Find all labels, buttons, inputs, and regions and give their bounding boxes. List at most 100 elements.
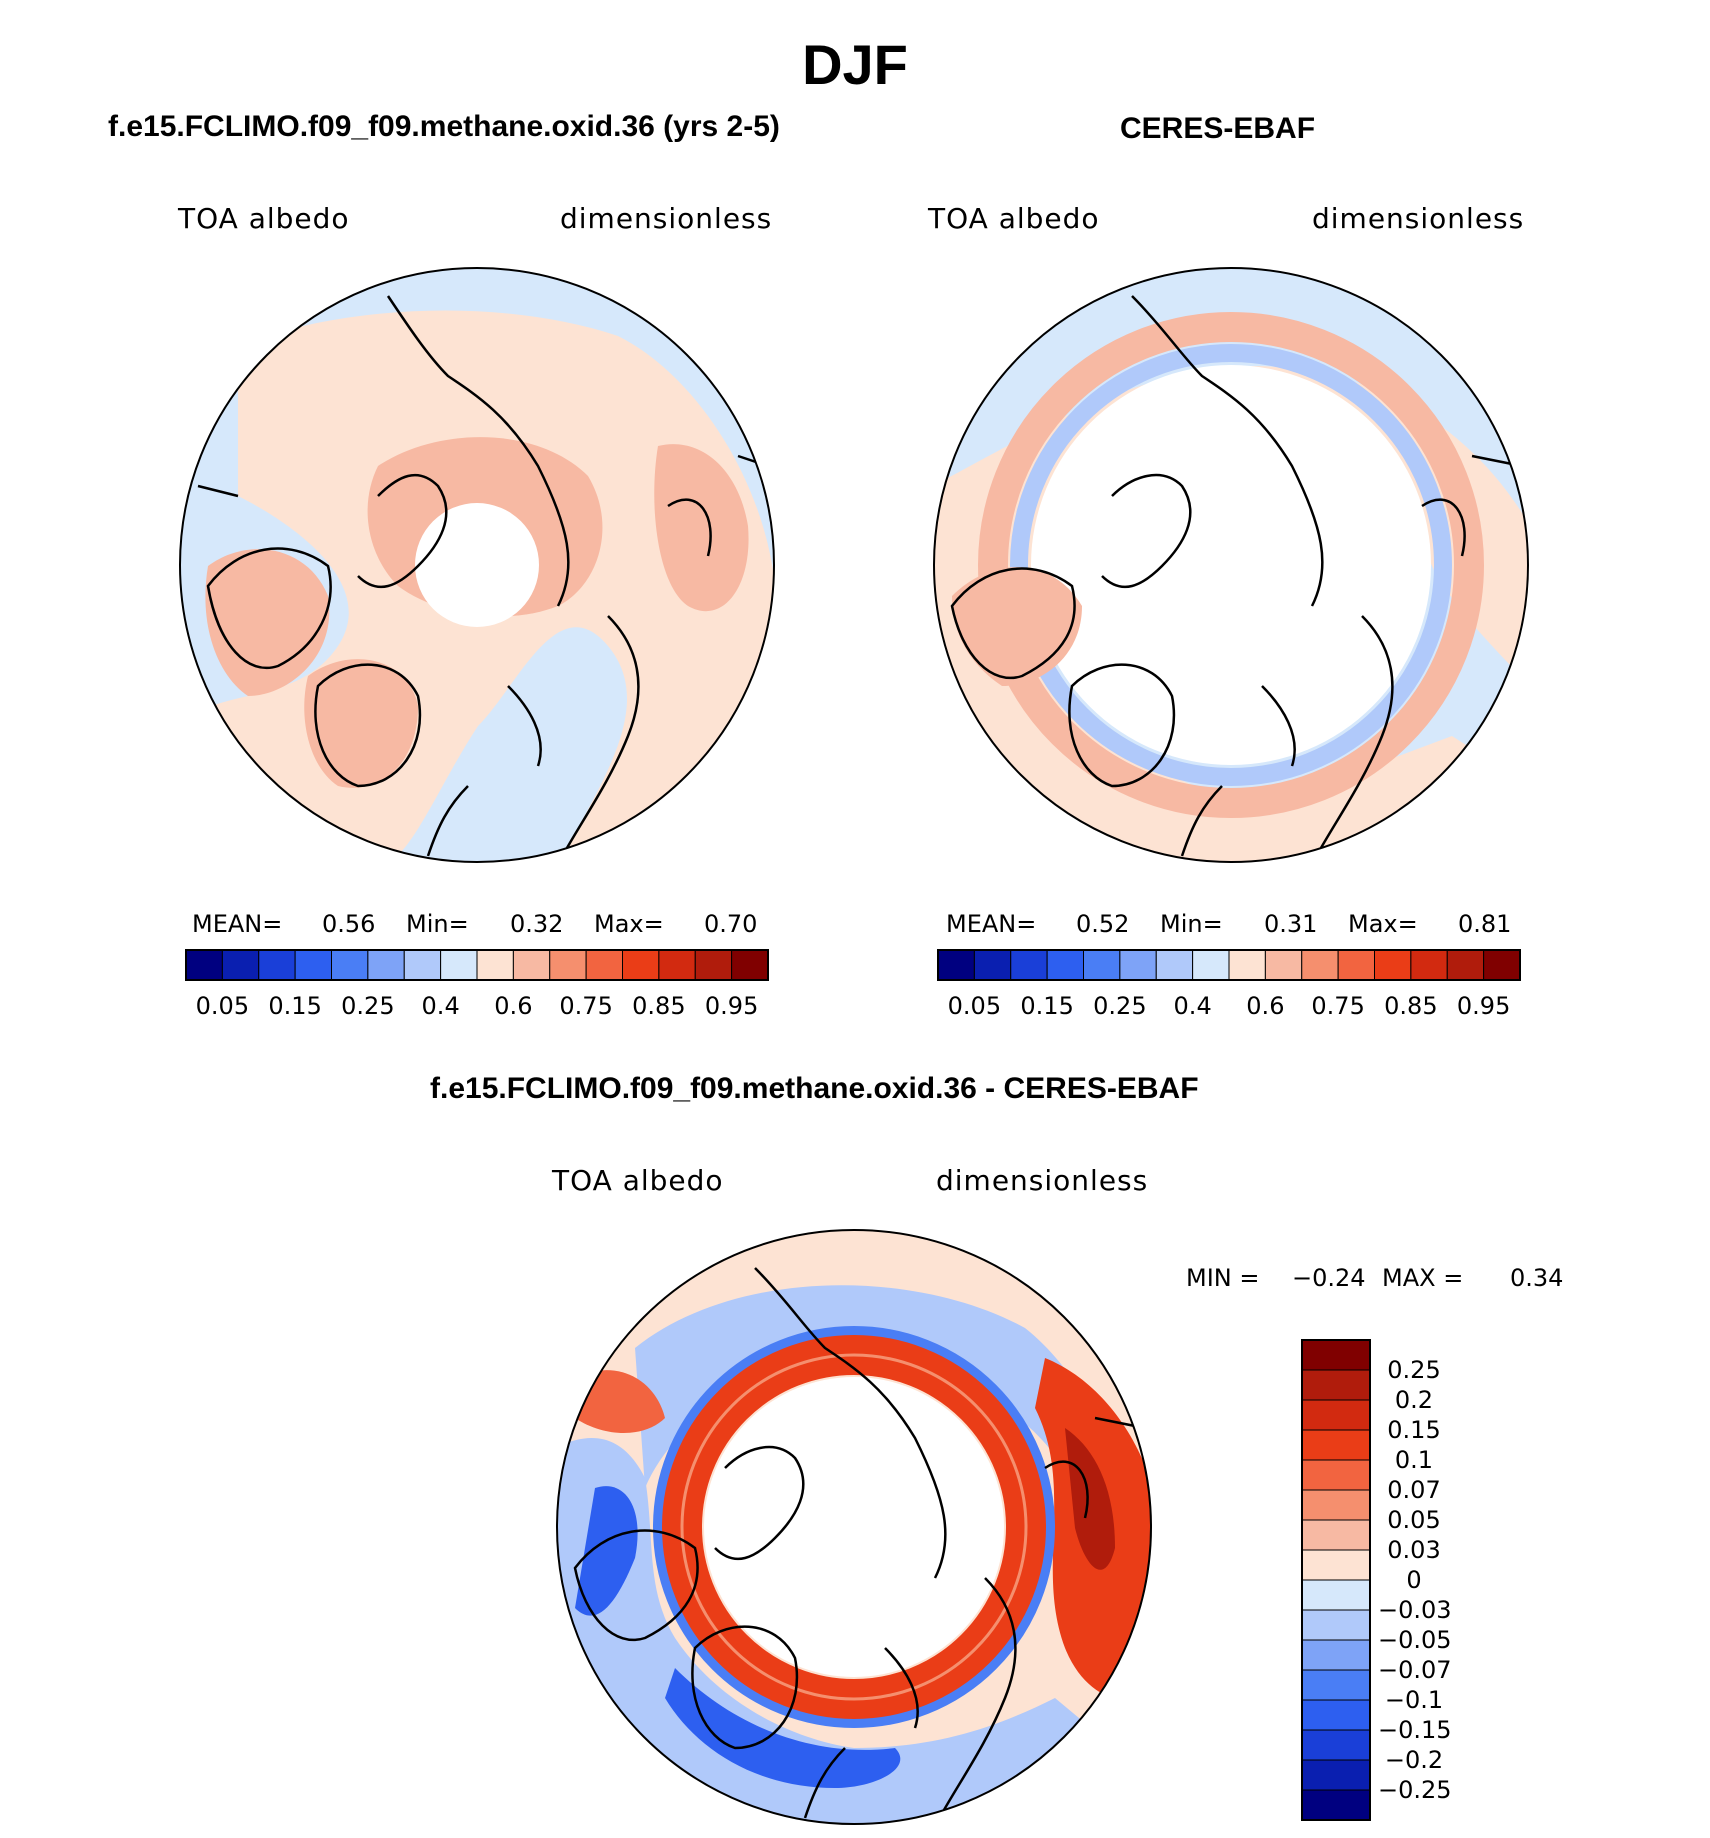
panel-diff-colorbar-swatch: [1301, 1429, 1371, 1461]
panel-diff-max-label: MAX =: [1382, 1264, 1464, 1292]
panel-diff-colorbar-tick-label: −0.03: [1378, 1596, 1452, 1624]
panel-diff-title: f.e15.FCLIMO.f09_f09.methane.oxid.36 - C…: [430, 1072, 1199, 1105]
panel-model-colorbar-swatch: [549, 949, 587, 981]
panel-obs-colorbar-tick-label: 0.05: [947, 992, 1002, 1020]
panel-diff-colorbar-tick-label: 0.25: [1387, 1356, 1441, 1384]
panel-obs-colorbar-swatch: [1046, 949, 1084, 981]
panel-diff-variable: TOA albedo: [552, 1164, 724, 1197]
panel-diff-colorbar-swatch: [1301, 1789, 1371, 1821]
panel-model-colorbar-swatch: [585, 949, 623, 981]
panel-diff-colorbar-ticks: 0.25 0.2 0.15 0.1 0.07 0.05 0.03 0 −0.03 −0.05 −0.…: [1378, 1340, 1498, 1820]
panel-diff-colorbar-tick-label: −0.07: [1378, 1656, 1452, 1684]
panel-obs-title: CERES-EBAF: [1120, 112, 1316, 145]
panel-model-colorbar-swatch: [476, 949, 514, 981]
panel-diff-min-label: MIN =: [1186, 1264, 1260, 1292]
panel-diff-units: dimensionless: [936, 1164, 1149, 1197]
panel-diff-min-value: −0.24: [1292, 1264, 1366, 1292]
panel-model-title: f.e15.FCLIMO.f09_f09.methane.oxid.36 (yr…: [108, 110, 780, 143]
panel-diff-max-value: 0.34: [1510, 1264, 1564, 1292]
panel-obs-colorbar: [937, 949, 1521, 981]
panel-obs-colorbar-swatch: [1483, 949, 1521, 981]
panel-diff-colorbar: [1301, 1339, 1371, 1821]
panel-obs-colorbar-swatch: [1119, 949, 1157, 981]
panel-diff-colorbar-tick-label: −0.25: [1378, 1776, 1452, 1804]
panel-diff-colorbar-swatch: [1301, 1369, 1371, 1401]
panel-obs-map: [933, 267, 1529, 863]
panel-diff-colorbar-swatch: [1301, 1579, 1371, 1611]
panel-diff-colorbar-tick-label: 0.07: [1387, 1476, 1441, 1504]
panel-obs-colorbar-swatch: [1410, 949, 1448, 981]
panel-obs-colorbar-swatch: [1192, 949, 1230, 981]
panel-model-units: dimensionless: [560, 202, 773, 235]
panel-model-colorbar-swatch: [694, 949, 733, 981]
panel-diff-colorbar-tick-label: 0.1: [1394, 1446, 1434, 1474]
panel-obs-colorbar-swatch: [1337, 949, 1375, 981]
panel-model-colorbar-tick-label: 0.75: [559, 992, 613, 1020]
panel-model-max-value: 0.70: [704, 910, 758, 938]
panel-model-min-label: Min=: [406, 910, 469, 938]
panel-model-colorbar-swatch: [185, 949, 223, 981]
panel-obs-units: dimensionless: [1312, 202, 1525, 235]
panel-model-max-label: Max=: [594, 910, 664, 938]
panel-diff-colorbar-swatch: [1301, 1669, 1371, 1701]
panel-obs-colorbar-swatch: [1155, 949, 1194, 981]
panel-model-colorbar-swatch: [258, 949, 296, 981]
panel-model-colorbar-swatch: [658, 949, 696, 981]
panel-model-min-value: 0.32: [510, 910, 564, 938]
panel-diff-colorbar-tick-label: 0.15: [1387, 1416, 1441, 1444]
panel-diff-colorbar-swatch: [1301, 1699, 1371, 1731]
panel-obs-colorbar-tick-label: 0.15: [1020, 992, 1074, 1020]
panel-diff-colorbar-swatch: [1301, 1609, 1371, 1641]
panel-model-colorbar-swatch: [403, 949, 442, 981]
panel-obs-colorbar-swatch: [1446, 949, 1485, 981]
panel-diff-colorbar-tick-label: 0.05: [1387, 1506, 1441, 1534]
panel-diff-colorbar-swatch: [1301, 1759, 1371, 1791]
panel-model-colorbar-tick-label: 0.15: [268, 992, 322, 1020]
panel-obs-colorbar-swatch: [973, 949, 1012, 981]
panel-diff-colorbar-tick-label: 0: [1406, 1566, 1422, 1594]
panel-model-mean-label: MEAN=: [192, 910, 283, 938]
panel-model-mean-value: 0.56: [322, 910, 376, 938]
panel-diff-colorbar-tick-label: −0.15: [1378, 1716, 1452, 1744]
panel-model-colorbar-tick-label: 0.05: [195, 992, 250, 1020]
panel-diff-map: [556, 1229, 1152, 1825]
panel-obs-colorbar-tick-label: 0.95: [1456, 992, 1511, 1020]
panel-obs-colorbar-tick-label: 0.4: [1173, 992, 1212, 1020]
panel-diff-colorbar-tick-label: −0.1: [1384, 1686, 1444, 1714]
panel-obs-colorbar-swatch: [937, 949, 975, 981]
panel-model-colorbar-swatch: [331, 949, 369, 981]
panel-obs-colorbar-swatch: [1374, 949, 1412, 981]
panel-obs-max-value: 0.81: [1458, 910, 1512, 938]
panel-obs-max-label: Max=: [1348, 910, 1418, 938]
panel-model-colorbar-swatch: [622, 949, 660, 981]
panel-diff-colorbar-swatch: [1301, 1519, 1371, 1551]
panel-model-colorbar-swatch: [512, 949, 551, 981]
panel-obs-mean-label: MEAN=: [946, 910, 1037, 938]
panel-obs-min-label: Min=: [1160, 910, 1223, 938]
panel-diff-colorbar-swatch: [1301, 1339, 1371, 1371]
panel-diff-colorbar-tick-label: −0.2: [1384, 1746, 1444, 1774]
panel-obs-mean-value: 0.52: [1076, 910, 1130, 938]
panel-obs-colorbar-swatch: [1010, 949, 1048, 981]
panel-model-colorbar-swatch: [221, 949, 260, 981]
panel-model-colorbar-tick-label: 0.85: [632, 992, 686, 1020]
panel-model-colorbar-tick-label: 0.95: [704, 992, 759, 1020]
panel-diff-colorbar-tick-label: −0.05: [1378, 1626, 1452, 1654]
figure-title: DJF: [802, 33, 908, 96]
panel-diff-colorbar-swatch: [1301, 1399, 1371, 1431]
panel-diff-colorbar-swatch: [1301, 1459, 1371, 1491]
panel-diff-colorbar-swatch: [1301, 1639, 1371, 1671]
panel-model-variable: TOA albedo: [178, 202, 350, 235]
panel-diff-colorbar-tick-label: 0.03: [1387, 1536, 1441, 1564]
panel-model-colorbar: [185, 949, 769, 981]
panel-obs-colorbar-swatch: [1264, 949, 1303, 981]
panel-model-colorbar-swatch: [294, 949, 332, 981]
panel-obs-colorbar-swatch: [1083, 949, 1121, 981]
panel-diff-colorbar-swatch: [1301, 1729, 1371, 1761]
panel-model-colorbar-tick-label: 0.4: [421, 992, 460, 1020]
panel-diff-colorbar-swatch: [1301, 1489, 1371, 1521]
panel-obs-colorbar-tick-label: 0.75: [1311, 992, 1365, 1020]
panel-obs-variable: TOA albedo: [928, 202, 1100, 235]
panel-obs-colorbar-swatch: [1228, 949, 1266, 981]
panel-obs-colorbar-ticks: 0.05 0.15 0.25 0.4 0.6 0.75 0.85 0.95: [938, 992, 1520, 1022]
